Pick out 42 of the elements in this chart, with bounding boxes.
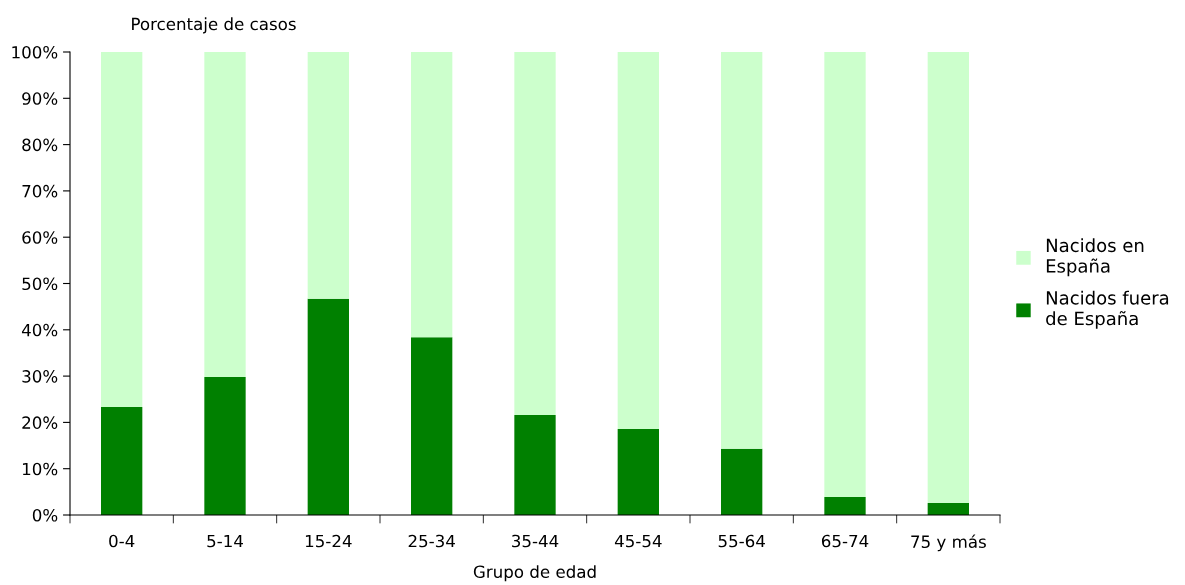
bar [721,448,763,515]
y-tick-label: 90% [22,92,58,105]
legend-label: Nacidos en España [1046,238,1144,277]
x-tick-label: 45-54 [614,534,662,548]
y-tick-label: 80% [22,138,58,152]
y-tick-label: 10% [22,462,58,476]
x-tick-label: 25-34 [408,534,455,548]
bar [204,377,246,515]
x-tick-label: 65-74 [821,534,869,548]
bar [617,428,659,515]
x-tick-label: 0-4 [109,534,135,548]
y-tick-label: 0% [32,508,58,522]
x-tick-label: 35-44 [512,534,559,548]
x-tick-label: 55-64 [718,534,765,548]
y-tick-label: 70% [22,184,58,198]
bar [927,502,969,515]
bar [514,414,556,515]
y-tick-label: 20% [22,416,58,429]
bar [411,52,453,338]
bar [204,52,246,378]
bar [307,298,349,515]
bar [411,337,453,515]
bar [721,52,763,449]
bar [824,52,866,497]
y-tick-label: 50% [22,277,58,291]
y-tick-label: 60% [22,231,58,244]
x-tick-label: 5-14 [207,534,243,548]
bar [101,52,143,408]
bar [307,52,349,299]
x-tick-label: 75 y más [911,534,986,552]
y-tick-label: 40% [21,323,58,337]
bar [617,52,659,429]
legend-label: Nacidos fuera de España [1046,290,1169,329]
x-axis-title: Grupo de edad [473,565,596,582]
bar [514,52,556,415]
y-tick-label: 100% [12,45,58,59]
x-tick-label: 15-24 [305,534,352,548]
bar [824,496,866,515]
bar [101,407,143,515]
y-tick-label: 30% [22,370,58,383]
y-axis-title: Porcentaje de casos [132,17,296,34]
bar [927,52,969,503]
